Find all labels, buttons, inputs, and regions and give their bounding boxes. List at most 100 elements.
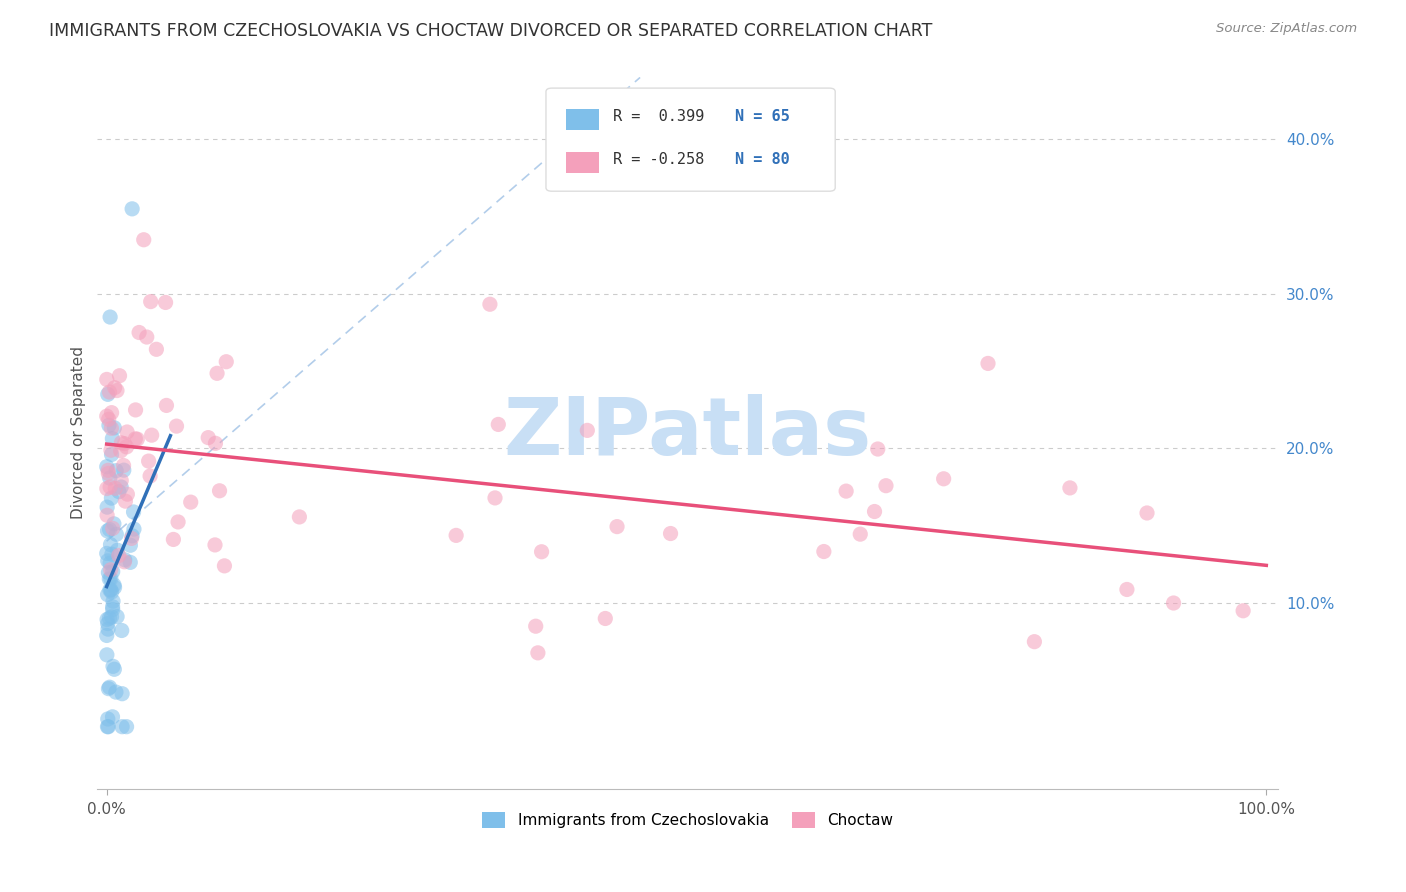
Point [97,387,120,401]
Point [101,599,124,614]
Point [103,421,125,435]
Point [110,443,132,458]
Point [139,294,162,309]
Point [96,482,118,496]
Point [96,524,118,538]
Point [103,516,125,531]
Point [114,555,136,569]
Point [1116,582,1139,597]
Point [863,504,886,518]
Point [97,463,120,477]
Point [205,367,228,381]
Point [98,556,121,570]
Point [97,622,120,636]
Point [659,526,682,541]
Point [101,710,124,724]
Point [162,533,184,547]
Point [97,588,120,602]
Point [155,295,177,310]
Point [1232,604,1254,618]
Point [576,423,599,437]
Point [100,582,122,597]
Point [96,500,118,515]
Point [115,440,138,454]
Y-axis label: Divorced or Separated: Divorced or Separated [72,346,86,519]
Point [100,585,122,599]
Point [110,435,132,450]
Point [166,419,188,434]
Point [112,463,135,477]
Point [1059,481,1081,495]
Point [100,406,122,420]
Point [101,521,124,535]
Point [103,581,125,595]
Point [527,646,550,660]
Point [977,356,1000,370]
Point [849,527,872,541]
Point [101,565,124,579]
FancyBboxPatch shape [567,109,599,130]
Point [101,602,124,616]
Point [100,491,122,505]
Point [105,609,128,624]
Point [145,343,167,357]
Point [97,566,120,580]
Text: R =  0.399: R = 0.399 [613,109,704,124]
Point [138,454,160,468]
Point [98,471,121,485]
Point [96,372,118,386]
Point [98,582,121,597]
Point [105,464,128,478]
Point [932,472,955,486]
Point [104,381,127,395]
Point [101,547,124,561]
Point [98,611,121,625]
Point [524,619,547,633]
Point [98,523,121,537]
FancyBboxPatch shape [567,152,599,173]
Point [105,384,128,398]
Point [606,519,628,533]
Point [215,355,238,369]
Point [104,685,127,699]
Point [103,578,125,592]
Point [108,484,131,499]
Point [108,368,131,383]
Point [96,459,118,474]
Point [114,494,136,508]
Point [124,403,146,417]
Point [114,553,136,567]
Text: R = -0.258: R = -0.258 [613,152,704,167]
Point [100,538,122,552]
Point [484,491,506,505]
Point [96,648,118,662]
Text: IMMIGRANTS FROM CZECHOSLOVAKIA VS CHOCTAW DIVORCED OR SEPARATED CORRELATION CHAR: IMMIGRANTS FROM CZECHOSLOVAKIA VS CHOCTA… [49,22,932,40]
Point [478,297,501,311]
Point [96,508,118,523]
Point [117,487,139,501]
Point [866,442,889,456]
Point [120,538,142,552]
Point [100,609,122,624]
Point [122,505,145,519]
Point [139,469,162,483]
Point [135,330,157,344]
Point [444,528,467,542]
Text: ZIPatlas: ZIPatlas [503,394,872,472]
Point [101,594,124,608]
Point [122,522,145,536]
Point [112,458,135,473]
Point [127,432,149,446]
Point [111,720,134,734]
Point [813,544,835,558]
Point [100,421,122,435]
Point [96,720,118,734]
Point [155,399,177,413]
Point [486,417,509,432]
Text: N = 65: N = 65 [735,109,790,124]
Point [121,529,143,543]
Point [97,681,120,696]
Point [101,659,124,673]
Point [96,409,118,424]
Point [141,428,163,442]
